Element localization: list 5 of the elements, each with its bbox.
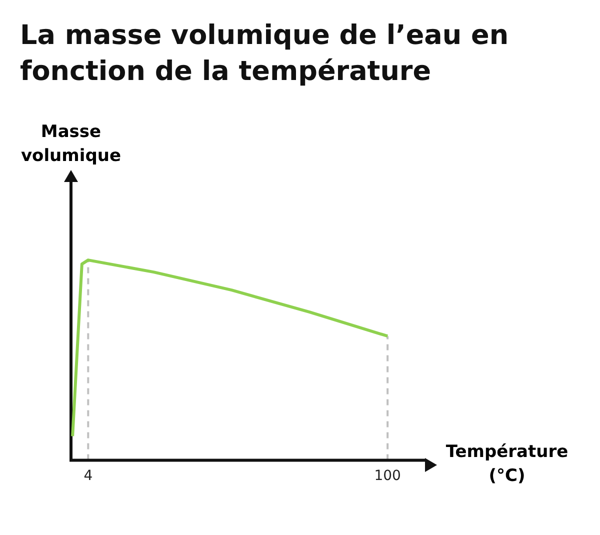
x-tick-label: 4 [84,468,93,484]
x-tick-label: 100 [374,468,401,484]
chart-title: La masse volumique de l’eau en fonction de la température [20,19,510,89]
text: Masse volumique [20,121,122,168]
x-axis-title: Température (°C) [444,441,570,488]
